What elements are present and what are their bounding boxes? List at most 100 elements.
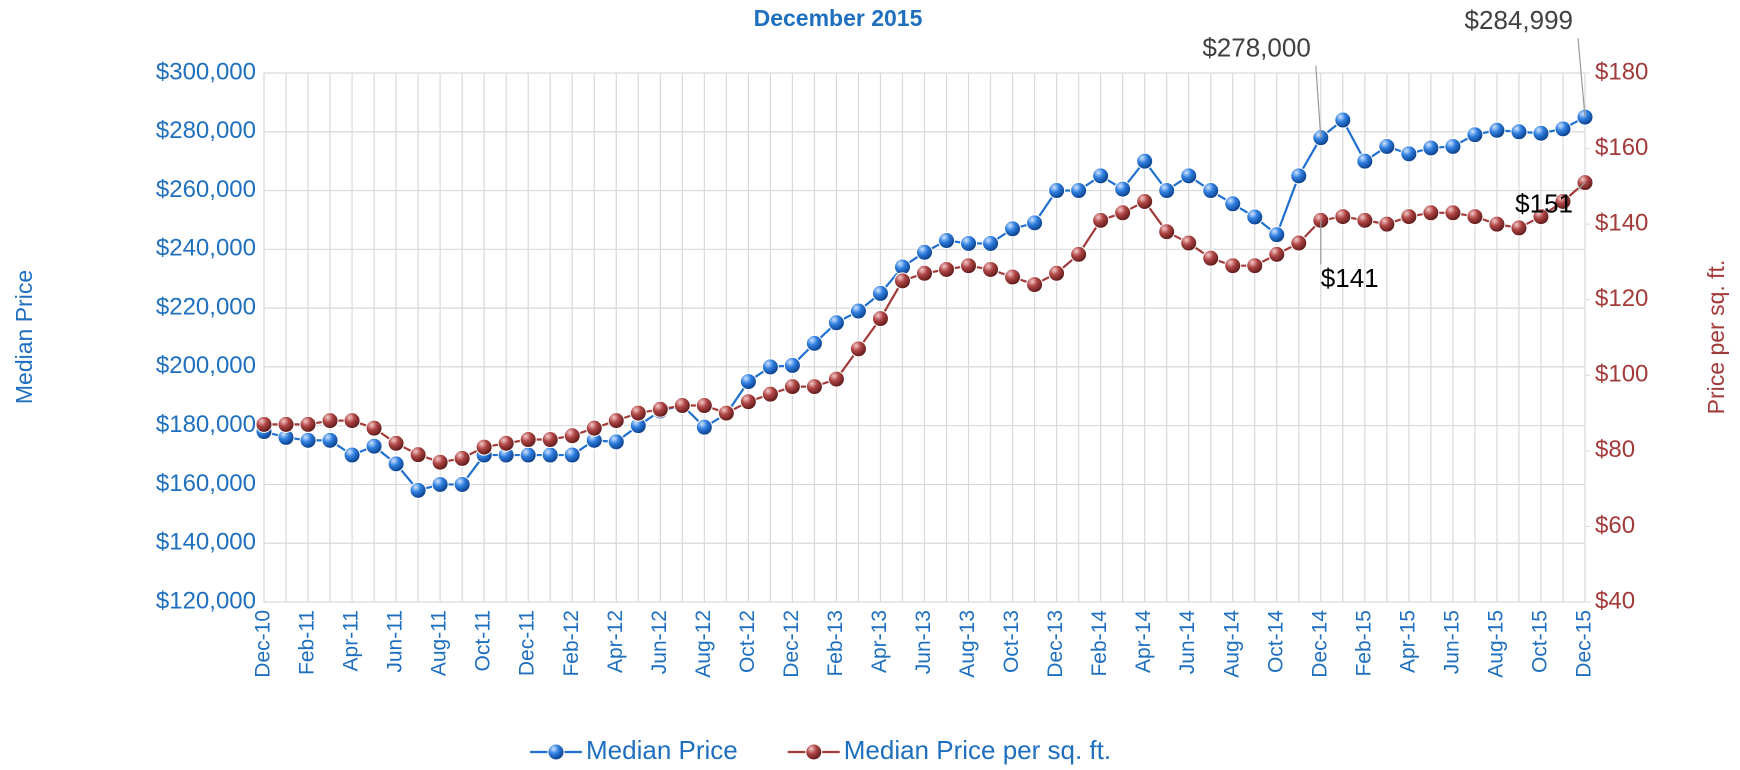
x-tick-label: Feb-15 xyxy=(1352,610,1375,677)
x-tick-label: Dec-15 xyxy=(1573,610,1596,678)
point-marker xyxy=(1224,195,1242,213)
point-marker xyxy=(982,260,1000,278)
y-tick-label: $140,000 xyxy=(156,529,256,556)
point-marker xyxy=(1180,167,1198,185)
x-tick-label: Aug-15 xyxy=(1484,610,1507,678)
point-marker xyxy=(1554,120,1572,138)
point-marker xyxy=(739,373,757,391)
x-tick-label: Oct-11 xyxy=(472,610,495,671)
point-marker xyxy=(1532,208,1550,226)
point-marker xyxy=(1554,192,1572,210)
y-tick-label: $300,000 xyxy=(156,58,256,85)
point-marker xyxy=(453,449,471,467)
point-marker xyxy=(695,418,713,436)
point-marker xyxy=(431,453,449,471)
x-tick-label: Apr-13 xyxy=(868,610,891,673)
legend-marker xyxy=(805,743,823,761)
point-marker xyxy=(431,475,449,493)
point-marker xyxy=(960,234,978,252)
y2-tick-label: $120 xyxy=(1595,285,1648,312)
y-tick-label: $120,000 xyxy=(156,587,256,614)
point-marker xyxy=(1290,167,1308,185)
x-tick-label: Jun-13 xyxy=(912,610,935,674)
point-marker xyxy=(409,446,427,464)
point-marker xyxy=(1510,219,1528,237)
point-marker xyxy=(1224,257,1242,275)
y2-tick-label: $180 xyxy=(1595,58,1648,85)
point-marker xyxy=(1532,124,1550,142)
point-marker xyxy=(1158,182,1176,200)
x-tick-label: Oct-12 xyxy=(736,610,759,673)
point-marker xyxy=(1070,245,1088,263)
x-tick-label: Oct-13 xyxy=(1000,610,1023,673)
point-marker xyxy=(1422,139,1440,157)
x-tick-label: Oct-14 xyxy=(1264,610,1287,673)
point-marker xyxy=(607,433,625,451)
chart-title: December 2015 xyxy=(754,5,923,31)
point-marker xyxy=(849,340,867,358)
point-marker xyxy=(1488,215,1506,233)
y2-tick-label: $160 xyxy=(1595,134,1648,161)
y2-tick-label: $100 xyxy=(1595,361,1648,388)
point-marker xyxy=(1048,182,1066,200)
point-marker xyxy=(849,302,867,320)
x-tick-label: Dec-12 xyxy=(780,610,803,678)
point-marker xyxy=(982,234,1000,252)
point-marker xyxy=(739,393,757,411)
point-marker xyxy=(1158,223,1176,241)
point-marker xyxy=(1070,182,1088,200)
point-marker xyxy=(343,412,361,430)
y-axis-title: Median Price xyxy=(11,270,37,404)
point-marker xyxy=(299,431,317,449)
point-marker xyxy=(1092,211,1110,229)
point-marker xyxy=(1268,226,1286,244)
point-marker xyxy=(1026,214,1044,232)
x-tick-label: Dec-10 xyxy=(252,610,275,678)
x-tick-label: Jun-12 xyxy=(648,610,671,674)
point-marker xyxy=(938,260,956,278)
point-marker xyxy=(387,455,405,473)
x-tick-label: Jun-14 xyxy=(1176,610,1199,675)
point-marker xyxy=(519,446,537,464)
point-marker xyxy=(1246,208,1264,226)
point-marker xyxy=(1334,111,1352,129)
x-tick-label: Aug-12 xyxy=(692,610,715,678)
point-marker xyxy=(717,404,735,422)
point-marker xyxy=(409,481,427,499)
y2-tick-label: $60 xyxy=(1595,512,1635,539)
point-marker xyxy=(607,412,625,430)
legend-label: Median Price per sq. ft. xyxy=(844,735,1111,765)
point-marker xyxy=(1510,123,1528,141)
point-marker xyxy=(827,370,845,388)
point-marker xyxy=(673,397,691,415)
x-tick-label: Aug-13 xyxy=(956,610,979,678)
point-marker xyxy=(387,434,405,452)
x-tick-label: Feb-14 xyxy=(1088,610,1111,677)
point-marker xyxy=(871,284,889,302)
point-marker xyxy=(255,415,273,433)
point-marker xyxy=(960,257,978,275)
point-marker xyxy=(1488,121,1506,139)
point-marker xyxy=(541,431,559,449)
point-marker xyxy=(1466,208,1484,226)
point-marker xyxy=(1290,234,1308,252)
x-tick-label: Apr-14 xyxy=(1132,610,1155,673)
point-marker xyxy=(871,310,889,328)
y2-tick-label: $40 xyxy=(1595,587,1635,614)
y-tick-label: $180,000 xyxy=(156,411,256,438)
point-marker xyxy=(761,385,779,403)
y-tick-label: $260,000 xyxy=(156,176,256,203)
point-marker xyxy=(453,475,471,493)
leader-line xyxy=(1577,182,1586,191)
data-label: $278,000 xyxy=(1202,33,1310,63)
point-marker xyxy=(1202,249,1220,267)
point-marker xyxy=(365,437,383,455)
y-tick-label: $160,000 xyxy=(156,470,256,497)
point-marker xyxy=(827,314,845,332)
x-tick-label: Dec-14 xyxy=(1308,610,1331,678)
point-marker xyxy=(321,412,339,430)
x-tick-label: Aug-11 xyxy=(428,610,451,676)
x-tick-label: Apr-15 xyxy=(1396,610,1419,673)
point-marker xyxy=(1356,152,1374,170)
point-marker xyxy=(805,378,823,396)
